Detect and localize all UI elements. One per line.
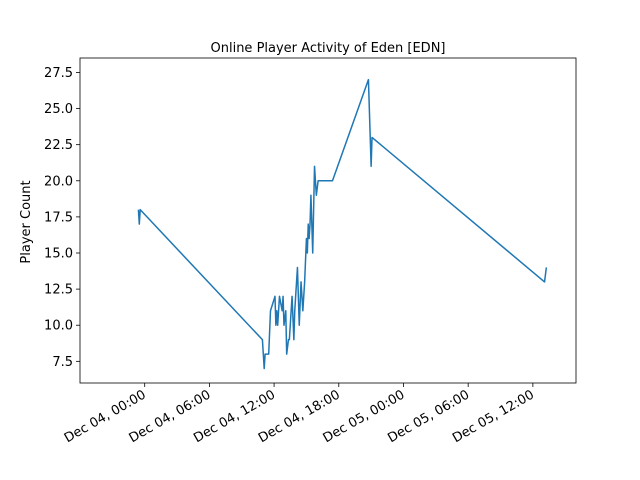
y-tick-label: 10.0: [44, 319, 73, 334]
y-tick-label: 15.0: [44, 247, 73, 262]
y-tick-label: 17.5: [44, 210, 73, 225]
y-tick-label: 27.5: [44, 66, 73, 81]
y-axis-label: Player Count: [19, 180, 34, 263]
series-line: [137, 78, 548, 370]
axes-frame: [79, 57, 577, 384]
y-axis: 7.5 10.0 12.5 15.0 17.5 20.0 22.5 25.0 27.5: [44, 66, 80, 370]
y-tick-label: 12.5: [44, 283, 73, 298]
y-tick-label: 20.0: [44, 174, 73, 189]
y-tick-label: 7.5: [52, 355, 73, 370]
y-tick-label: 22.5: [44, 138, 73, 153]
plot-area: [137, 78, 548, 370]
y-tick-label: 25.0: [44, 102, 73, 117]
chart-title: Online Player Activity of Eden [EDN]: [211, 41, 446, 56]
